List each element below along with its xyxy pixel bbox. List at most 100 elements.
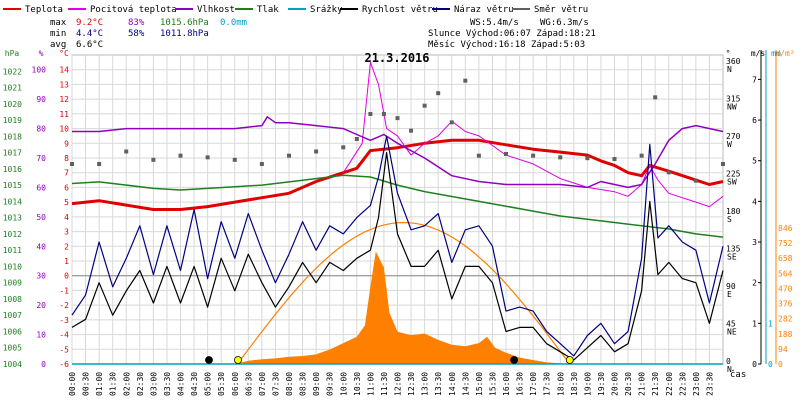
marker-moonrise	[510, 356, 519, 364]
direction-name-label: N	[727, 65, 732, 74]
solar-tick-label: 376	[778, 300, 793, 309]
stats-max-label: max	[50, 18, 67, 28]
wind-tick-label: 1	[752, 319, 757, 328]
solar-tick-label: 846	[778, 224, 793, 233]
stats-sun: Slunce Východ:06:07 Západ:18:21	[428, 29, 596, 39]
sun-moon-markers	[205, 356, 574, 364]
legend-label: Pocitová teplota	[90, 5, 177, 15]
x-tick-label: 13:00	[421, 372, 430, 396]
percent-tick-label: 60	[36, 183, 46, 192]
series-wind-direction-point	[151, 157, 156, 162]
series-wind-direction-point	[178, 153, 183, 158]
series-wind-direction-point	[70, 162, 74, 166]
chart-grid	[71, 54, 724, 365]
x-tick-label: 00:00	[68, 372, 77, 396]
solar-tick-label: 470	[778, 284, 793, 293]
legend-label: Srážky	[310, 5, 343, 15]
hpa-tick-label: 1017	[3, 149, 22, 158]
x-tick-label: 16:00	[502, 372, 511, 396]
x-tick-label: 00:30	[82, 372, 91, 396]
legend-label: Vlhkost	[197, 5, 235, 15]
series-wind-direction-point	[653, 95, 658, 100]
series-wind-speed	[71, 152, 724, 361]
legend: Teplota Pocitová teplota Vlhkost Tlak Srážky…	[3, 5, 588, 15]
x-tick-label: 11:00	[366, 372, 375, 396]
direction-name-label: NW	[727, 103, 737, 112]
x-tick-label: 14:00	[448, 372, 457, 396]
hpa-tick-label: 1016	[3, 165, 22, 174]
marker-moonset	[205, 356, 213, 364]
x-tick-label: 10:30	[353, 372, 362, 396]
series-wind-direction-point	[124, 149, 129, 154]
series-wind-direction-point	[476, 153, 481, 158]
wind-tick-label: 5	[752, 157, 757, 166]
stats-moon: Měsíc Východ:16:18 Západ:5:03	[428, 40, 585, 50]
axis-title: %	[39, 49, 44, 58]
x-tick-label: 03:30	[163, 372, 172, 396]
celsius-tick-label: -3	[59, 316, 69, 325]
x-tick-label: 01:30	[109, 372, 118, 396]
celsius-tick-label: 7	[64, 169, 69, 178]
x-axis-label: čas	[730, 369, 746, 380]
legend-label: Náraz větru	[454, 5, 514, 15]
direction-tick-label: 135	[726, 245, 741, 254]
wind-tick-label: 0	[752, 360, 757, 369]
percent-tick-label: 0	[41, 360, 46, 369]
x-tick-label: 12:30	[407, 372, 416, 396]
celsius-tick-label: 13	[59, 80, 69, 89]
stats-max-temp: 9.2°C	[76, 18, 103, 28]
x-tick-label: 23:30	[705, 372, 714, 396]
solar-tick-label: 658	[778, 254, 793, 263]
series-wind-direction-point	[232, 157, 237, 162]
axis-title: W/m²	[775, 49, 794, 58]
celsius-tick-label: 8	[64, 154, 69, 163]
direction-tick-label: 270	[726, 132, 741, 141]
stats-wg: WG:6.3m/s	[540, 18, 589, 28]
hpa-tick-label: 1019	[3, 116, 22, 125]
solar-tick-label: 94	[778, 345, 788, 354]
series-wind-direction-point	[666, 170, 671, 175]
celsius-tick-label: 6	[64, 183, 69, 192]
direction-tick-label: 0	[726, 357, 731, 366]
direction-name-label: SW	[727, 178, 737, 187]
stats-min-label: min	[50, 29, 66, 39]
x-tick-label: 04:30	[190, 372, 199, 396]
direction-tick-label: 225	[726, 170, 741, 179]
series-wind-direction-point	[463, 78, 468, 83]
hpa-tick-label: 1008	[3, 295, 22, 304]
x-tick-label: 13:30	[434, 372, 443, 396]
solar-tick-label: 188	[778, 330, 793, 339]
hpa-tick-label: 1022	[3, 67, 22, 76]
legend-label: Tlak	[257, 5, 279, 15]
wind-tick-label: 7	[752, 75, 757, 84]
hpa-tick-label: 1021	[3, 84, 22, 93]
x-tick-label: 11:30	[380, 372, 389, 396]
celsius-tick-label: 3	[64, 228, 69, 237]
axis-title: hPa	[5, 49, 20, 58]
series-pressure	[71, 174, 724, 238]
x-tick-label: 22:00	[665, 372, 674, 396]
percent-tick-label: 30	[36, 272, 46, 281]
x-tick-label: 22:30	[678, 372, 687, 396]
percent-tick-label: 100	[32, 66, 47, 75]
stats-block: max 9.2°C 83% 1015.6hPa 0.0mm min 4.4°C …	[50, 18, 596, 50]
series-wind-direction-point	[259, 162, 264, 166]
solar-tick-label: 282	[778, 315, 793, 324]
celsius-tick-label: 11	[59, 110, 69, 119]
series-wind-direction-point	[639, 153, 644, 158]
axis-title: m/s	[751, 49, 766, 58]
x-tick-label: 21:00	[638, 372, 647, 396]
solar-tick-label: 0	[778, 360, 783, 369]
series-wind-direction-point	[368, 112, 373, 116]
series-layer	[70, 61, 725, 365]
direction-name-label: S	[727, 215, 732, 224]
x-tick-label: 19:30	[597, 372, 606, 396]
x-tick-label: 14:30	[461, 372, 470, 396]
x-tick-label: 23:00	[692, 372, 701, 396]
rain-tick-label: 1	[768, 319, 773, 328]
hpa-tick-label: 1007	[3, 311, 22, 320]
direction-name-label: SE	[727, 253, 737, 262]
series-wind-direction-point	[436, 91, 441, 96]
stats-max-rain: 0.0mm	[220, 18, 247, 28]
